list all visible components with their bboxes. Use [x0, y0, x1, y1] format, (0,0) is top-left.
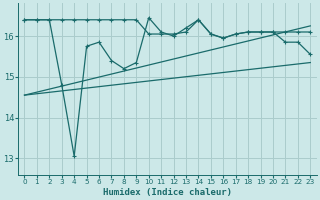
X-axis label: Humidex (Indice chaleur): Humidex (Indice chaleur)	[103, 188, 232, 197]
